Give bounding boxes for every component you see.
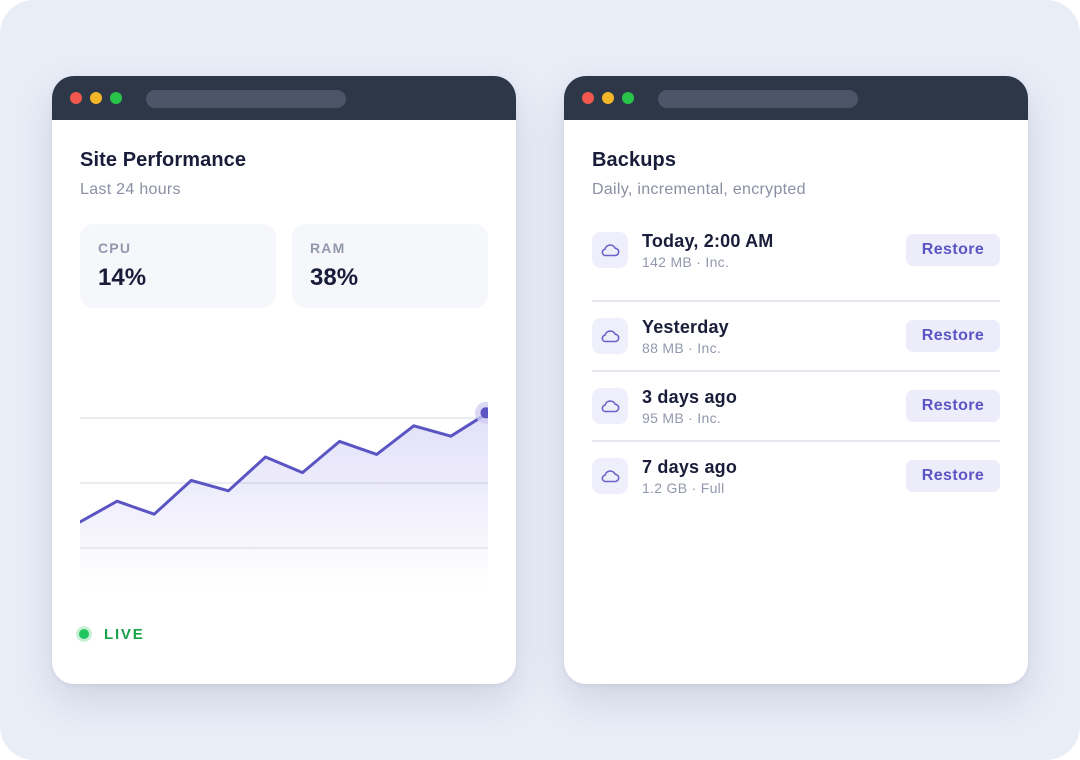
live-indicator-icon bbox=[76, 626, 92, 642]
maximize-window-dot[interactable] bbox=[622, 92, 634, 104]
close-window-dot[interactable] bbox=[582, 92, 594, 104]
live-status-label: LIVE bbox=[104, 625, 145, 643]
backup-title: 7 days ago bbox=[642, 457, 738, 477]
ram-stat-label: RAM bbox=[310, 240, 346, 256]
address-bar[interactable] bbox=[146, 90, 346, 108]
backup-meta: 1.2 GB · Full bbox=[642, 480, 725, 496]
restore-button[interactable]: Restore bbox=[906, 460, 1000, 492]
restore-button[interactable]: Restore bbox=[906, 320, 1000, 352]
performance-content: Site Performance Last 24 hours CPU 14% R… bbox=[76, 120, 488, 684]
site-performance-window: Site Performance Last 24 hours CPU 14% R… bbox=[52, 76, 516, 684]
close-window-dot[interactable] bbox=[70, 92, 82, 104]
backup-meta: 88 MB · Inc. bbox=[642, 340, 722, 356]
backup-title: Today, 2:00 AM bbox=[642, 231, 774, 251]
ram-stat-card: RAM 38% bbox=[292, 224, 488, 308]
ram-stat-value: 38% bbox=[310, 264, 359, 291]
cloud-icon bbox=[592, 232, 628, 268]
backup-row: Yesterday 88 MB · Inc. Restore bbox=[592, 302, 1000, 372]
cloud-icon bbox=[592, 388, 628, 424]
page-subtitle: Last 24 hours bbox=[80, 181, 181, 198]
backups-window: Backups Daily, incremental, encrypted To… bbox=[564, 76, 1028, 684]
backup-row: Today, 2:00 AM 142 MB · Inc. Restore bbox=[592, 231, 1000, 302]
chart-bottom-fade bbox=[80, 540, 488, 600]
backups-content: Backups Daily, incremental, encrypted To… bbox=[592, 120, 1000, 684]
page-subtitle: Daily, incremental, encrypted bbox=[592, 181, 806, 198]
cpu-stat-label: CPU bbox=[98, 240, 132, 256]
page-title: Site Performance bbox=[80, 149, 247, 171]
chart-series-line bbox=[80, 411, 488, 524]
backup-row: 3 days ago 95 MB · Inc. Restore bbox=[592, 372, 1000, 442]
cpu-stat-value: 14% bbox=[98, 264, 147, 291]
cloud-icon bbox=[592, 318, 628, 354]
cloud-icon bbox=[592, 458, 628, 494]
backup-title: Yesterday bbox=[642, 317, 729, 337]
minimize-window-dot[interactable] bbox=[90, 92, 102, 104]
restore-button[interactable]: Restore bbox=[906, 390, 1000, 422]
backup-meta: 95 MB · Inc. bbox=[642, 410, 722, 426]
performance-area-chart bbox=[80, 401, 488, 600]
live-status: LIVE bbox=[76, 624, 145, 644]
backup-title: 3 days ago bbox=[642, 387, 738, 407]
chart-last-point bbox=[480, 407, 488, 419]
maximize-window-dot[interactable] bbox=[110, 92, 122, 104]
cpu-stat-card: CPU 14% bbox=[80, 224, 276, 308]
address-bar[interactable] bbox=[658, 90, 858, 108]
window-titlebar bbox=[52, 76, 516, 120]
backup-list: Today, 2:00 AM 142 MB · Inc. Restore Yes… bbox=[592, 231, 1000, 512]
restore-button[interactable]: Restore bbox=[906, 234, 1000, 266]
backup-row: 7 days ago 1.2 GB · Full Restore bbox=[592, 442, 1000, 512]
backup-meta: 142 MB · Inc. bbox=[642, 254, 730, 270]
window-titlebar bbox=[564, 76, 1028, 120]
minimize-window-dot[interactable] bbox=[602, 92, 614, 104]
page-title: Backups bbox=[592, 149, 677, 171]
